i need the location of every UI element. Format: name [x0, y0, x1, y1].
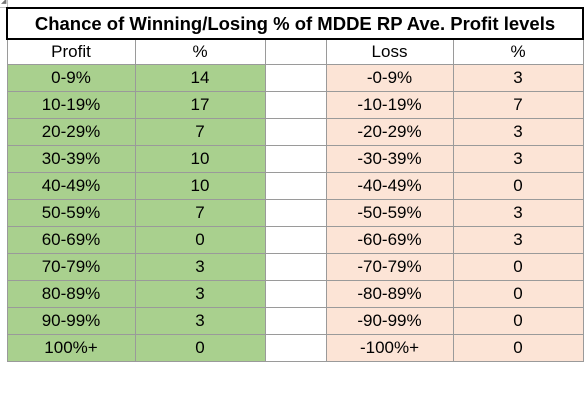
profit-percent-cell[interactable]: 10: [134, 145, 266, 173]
select-all-corner[interactable]: ◢: [0, 0, 8, 8]
loss-range-cell[interactable]: -100%+: [325, 334, 454, 362]
gap-cell[interactable]: [264, 199, 327, 227]
loss-percent-cell[interactable]: 3: [452, 226, 584, 254]
profit-range-cell[interactable]: 40-49%: [6, 172, 136, 200]
header-row: Profit % Loss %: [6, 38, 584, 65]
gap-cell[interactable]: [264, 64, 327, 92]
profit-percent-cell[interactable]: 0: [134, 334, 266, 362]
profit-range-cell[interactable]: 10-19%: [6, 91, 136, 119]
loss-percent-cell[interactable]: 0: [452, 172, 584, 200]
gap-cell[interactable]: [264, 118, 327, 146]
loss-percent-cell[interactable]: 7: [452, 91, 584, 119]
header-loss[interactable]: Loss: [325, 38, 454, 65]
gap-cell[interactable]: [264, 280, 327, 308]
gap-cell[interactable]: [264, 91, 327, 119]
table-row: 10-19% 17 -10-19% 7: [6, 91, 584, 119]
gap-cell[interactable]: [264, 334, 327, 362]
loss-percent-cell[interactable]: 0: [452, 307, 584, 335]
loss-range-cell[interactable]: -0-9%: [325, 64, 454, 92]
header-gap-cell[interactable]: [264, 38, 327, 65]
profit-range-cell[interactable]: 100%+: [6, 334, 136, 362]
profit-loss-table: Chance of Winning/Losing % of MDDE RP Av…: [6, 7, 584, 362]
profit-range-cell[interactable]: 70-79%: [6, 253, 136, 281]
profit-percent-cell[interactable]: 7: [134, 118, 266, 146]
table-title[interactable]: Chance of Winning/Losing % of MDDE RP Av…: [6, 7, 584, 40]
loss-range-cell[interactable]: -80-89%: [325, 280, 454, 308]
profit-range-cell[interactable]: 0-9%: [6, 64, 136, 92]
loss-range-cell[interactable]: -70-79%: [325, 253, 454, 281]
profit-range-cell[interactable]: 60-69%: [6, 226, 136, 254]
loss-range-cell[interactable]: -60-69%: [325, 226, 454, 254]
loss-range-cell[interactable]: -10-19%: [325, 91, 454, 119]
loss-range-cell[interactable]: -90-99%: [325, 307, 454, 335]
header-profit[interactable]: Profit: [6, 38, 136, 65]
table-row: 100%+ 0 -100%+ 0: [6, 334, 584, 362]
profit-range-cell[interactable]: 80-89%: [6, 280, 136, 308]
profit-percent-cell[interactable]: 17: [134, 91, 266, 119]
profit-range-cell[interactable]: 90-99%: [6, 307, 136, 335]
header-loss-percent[interactable]: %: [452, 38, 584, 65]
header-profit-percent[interactable]: %: [134, 38, 266, 65]
profit-percent-cell[interactable]: 0: [134, 226, 266, 254]
profit-range-cell[interactable]: 30-39%: [6, 145, 136, 173]
profit-percent-cell[interactable]: 3: [134, 253, 266, 281]
loss-range-cell[interactable]: -30-39%: [325, 145, 454, 173]
table-row: 0-9% 14 -0-9% 3: [6, 64, 584, 92]
table-row: 70-79% 3 -70-79% 0: [6, 253, 584, 281]
table-row: 40-49% 10 -40-49% 0: [6, 172, 584, 200]
table-row: 50-59% 7 -50-59% 3: [6, 199, 584, 227]
profit-percent-cell[interactable]: 3: [134, 307, 266, 335]
table-row: 90-99% 3 -90-99% 0: [6, 307, 584, 335]
loss-percent-cell[interactable]: 3: [452, 199, 584, 227]
loss-range-cell[interactable]: -50-59%: [325, 199, 454, 227]
loss-range-cell[interactable]: -20-29%: [325, 118, 454, 146]
gap-cell[interactable]: [264, 172, 327, 200]
loss-percent-cell[interactable]: 0: [452, 280, 584, 308]
loss-percent-cell[interactable]: 3: [452, 145, 584, 173]
table-row: 60-69% 0 -60-69% 3: [6, 226, 584, 254]
gap-cell[interactable]: [264, 253, 327, 281]
table-row: 80-89% 3 -80-89% 0: [6, 280, 584, 308]
profit-percent-cell[interactable]: 14: [134, 64, 266, 92]
loss-percent-cell[interactable]: 3: [452, 118, 584, 146]
gap-cell[interactable]: [264, 307, 327, 335]
table-row: 20-29% 7 -20-29% 3: [6, 118, 584, 146]
profit-percent-cell[interactable]: 3: [134, 280, 266, 308]
profit-percent-cell[interactable]: 10: [134, 172, 266, 200]
loss-percent-cell[interactable]: 0: [452, 253, 584, 281]
profit-range-cell[interactable]: 20-29%: [6, 118, 136, 146]
table-row: 30-39% 10 -30-39% 3: [6, 145, 584, 173]
loss-percent-cell[interactable]: 0: [452, 334, 584, 362]
gap-cell[interactable]: [264, 226, 327, 254]
gap-cell[interactable]: [264, 145, 327, 173]
loss-percent-cell[interactable]: 3: [452, 64, 584, 92]
title-row: Chance of Winning/Losing % of MDDE RP Av…: [6, 7, 584, 40]
profit-range-cell[interactable]: 50-59%: [6, 199, 136, 227]
profit-percent-cell[interactable]: 7: [134, 199, 266, 227]
loss-range-cell[interactable]: -40-49%: [325, 172, 454, 200]
